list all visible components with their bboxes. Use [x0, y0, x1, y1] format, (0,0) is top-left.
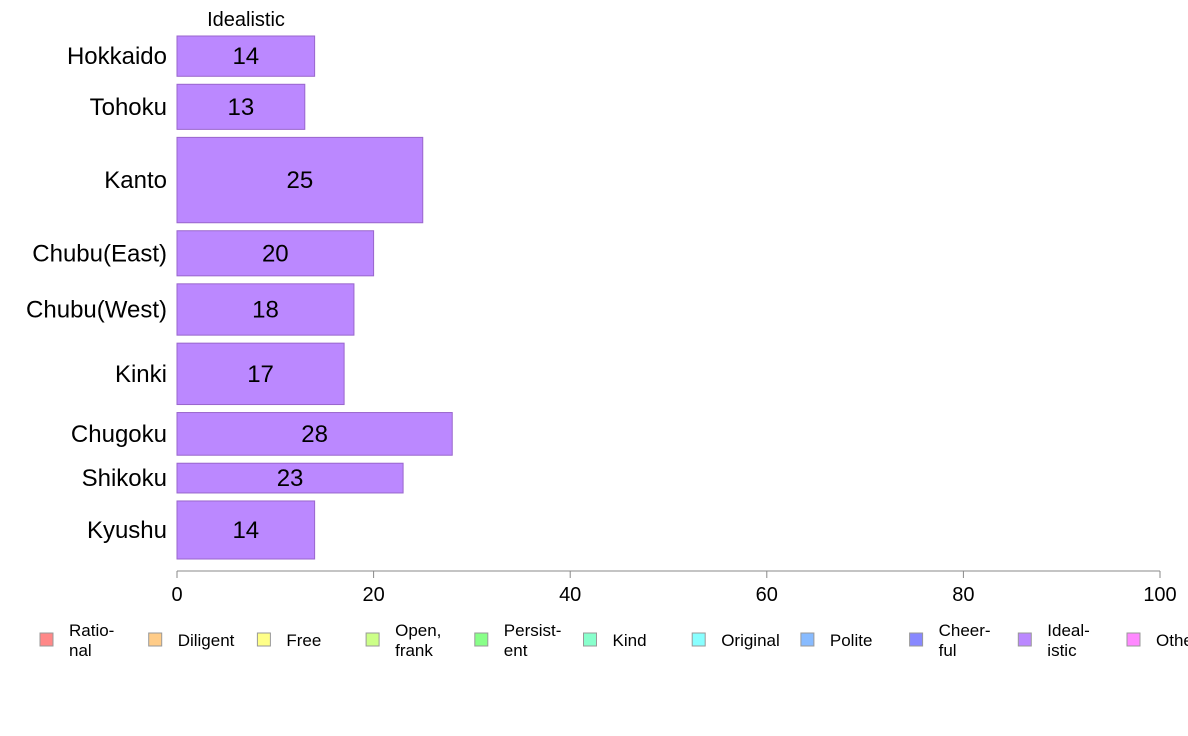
value-label: 17 [247, 361, 274, 388]
value-label: 25 [287, 167, 314, 194]
bars-group: Hokkaido 14 Tohoku 13 Kanto 25 Chubu(East) 20 Ch… [26, 35, 453, 560]
category-label: Shikoku [82, 465, 167, 492]
legend-swatch [691, 632, 706, 647]
legend-label: Diligent [178, 631, 235, 650]
bar-chubu-east- [176, 230, 375, 277]
category-label: Kyushu [87, 517, 167, 544]
chart-header: Idealistic [207, 9, 285, 31]
legend-swatch [365, 632, 380, 647]
bar-chubu-west- [176, 283, 355, 336]
x-tick-label: 80 [952, 584, 974, 606]
legend-swatch [1017, 632, 1032, 647]
value-label: 18 [252, 296, 279, 323]
bar-kanto [176, 136, 424, 224]
legend-label: Original [721, 631, 780, 650]
legend-swatch [39, 632, 54, 647]
x-axis: 0 20 40 60 80 100 [171, 570, 1177, 606]
legend-swatch [800, 632, 815, 647]
bar-kyushu [176, 500, 316, 560]
legend: Ratio-nal Diligent Free Open, frank Persist-e… [39, 621, 1188, 660]
legend-label: Free [286, 631, 321, 650]
value-label: 20 [262, 240, 289, 267]
category-label: Chubu(West) [26, 296, 167, 323]
legend-label: Others [1156, 631, 1188, 650]
bar-shikoku [176, 462, 404, 494]
legend-label: Ideal-istic [1047, 621, 1090, 660]
bar-kinki [176, 342, 345, 406]
category-label: Kanto [104, 167, 167, 194]
value-label: 13 [228, 94, 255, 121]
category-label: Kinki [115, 361, 167, 388]
bar-hokkaido [176, 35, 316, 77]
x-tick-label: 20 [362, 584, 384, 606]
value-label: 28 [301, 421, 328, 448]
legend-swatch [909, 632, 924, 647]
x-tick-label: 40 [559, 584, 581, 606]
legend-label: Ratio-nal [69, 621, 114, 660]
legend-swatch [474, 632, 489, 647]
legend-swatch [256, 632, 271, 647]
legend-swatch [148, 632, 163, 647]
x-tick-label: 100 [1143, 584, 1176, 606]
value-label: 14 [232, 43, 259, 70]
legend-label: Persist-ent [504, 621, 562, 660]
category-label: Tohoku [90, 94, 167, 121]
x-tick-label: 60 [756, 584, 778, 606]
category-label: Chugoku [71, 421, 167, 448]
legend-label: Kind [613, 631, 647, 650]
legend-label: Polite [830, 631, 873, 650]
category-label: Chubu(East) [32, 240, 167, 267]
x-tick-label: 0 [171, 584, 182, 606]
legend-swatch [1126, 632, 1141, 647]
bar-tohoku [176, 83, 306, 130]
legend-label: Cheer-ful [939, 621, 991, 660]
value-label: 14 [232, 517, 259, 544]
value-label: 23 [277, 465, 304, 492]
legend-label: Open, frank [395, 621, 441, 660]
bar-chugoku [176, 412, 453, 456]
category-label: Hokkaido [67, 43, 167, 70]
legend-swatch [583, 632, 597, 647]
